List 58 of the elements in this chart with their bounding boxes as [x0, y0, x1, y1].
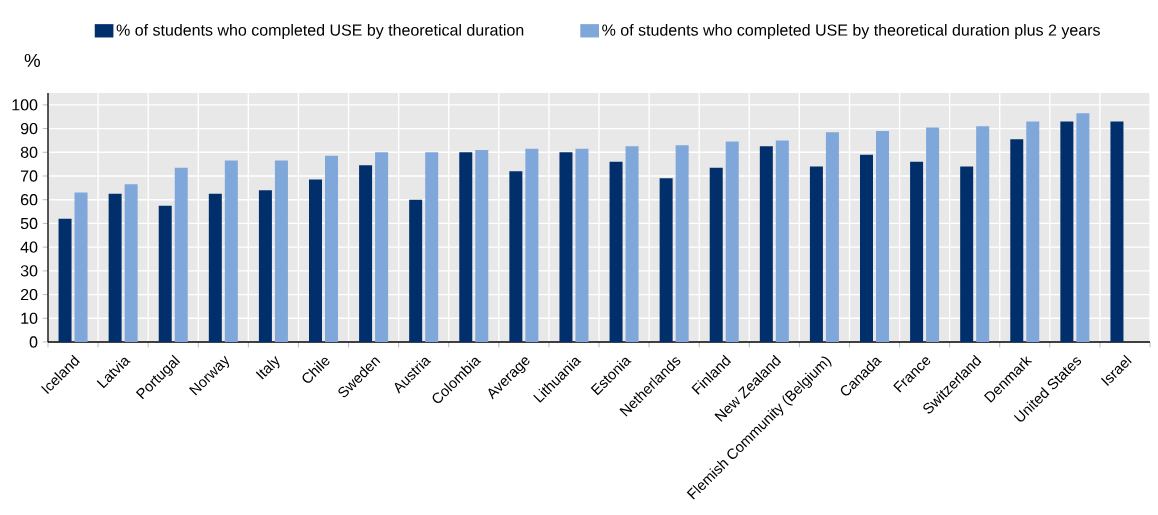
bar: [108, 193, 122, 342]
y-tick-label: 90: [20, 122, 38, 135]
legend-label: % of students who completed USE by theoretical duration plus 2 years: [602, 24, 1100, 39]
bar: [559, 152, 573, 342]
bar: [224, 160, 238, 342]
y-tick-label: 10: [21, 312, 38, 324]
bar: [725, 141, 739, 342]
x-tick-label: Italy: [255, 356, 280, 380]
bar: [158, 205, 172, 342]
bar: [375, 152, 389, 342]
bar: [58, 218, 72, 342]
bar: [1026, 121, 1040, 342]
bar: [809, 166, 823, 342]
bar: [525, 148, 539, 342]
bar: [1060, 121, 1074, 342]
y-tick-label: 70: [20, 170, 38, 182]
bar: [575, 148, 589, 342]
y-tick-label: 50: [20, 217, 38, 230]
bar: [1010, 139, 1024, 342]
bar: [910, 161, 924, 342]
bar: [976, 126, 990, 342]
bar: [309, 179, 322, 342]
y-tick-label: 60: [20, 194, 38, 206]
bar: [409, 199, 423, 342]
y-tick-label: 0: [29, 336, 38, 348]
bar: [475, 149, 489, 342]
bar: [124, 184, 138, 342]
bar: [625, 146, 639, 342]
y-axis-title: %: [24, 53, 40, 67]
y-tick-label: 80: [20, 146, 38, 158]
bar: [274, 160, 288, 342]
bar: [609, 161, 623, 342]
bar: [174, 167, 188, 342]
bar: [459, 152, 473, 342]
bar: [325, 155, 338, 342]
bar: [775, 140, 789, 342]
bar: [960, 166, 974, 342]
bar: [1110, 121, 1124, 342]
bar: [1076, 113, 1090, 342]
bar: [258, 190, 272, 342]
bar: [675, 145, 689, 342]
bar: [425, 152, 439, 342]
bar: [825, 132, 839, 342]
bar: [926, 127, 940, 342]
y-tick-label: 30: [20, 265, 38, 277]
bar: [74, 192, 88, 342]
bar: [709, 167, 723, 342]
y-tick-label: 40: [20, 241, 38, 253]
bar: [876, 130, 889, 342]
bar: [509, 171, 523, 342]
bar: [359, 165, 373, 342]
legend-label: % of students who completed USE by theoretical duration: [116, 24, 524, 39]
bar: [860, 154, 873, 342]
bar: [659, 178, 673, 342]
y-tick-label: 100: [12, 99, 38, 111]
y-tick-label: 20: [20, 288, 38, 301]
bar: [759, 146, 773, 342]
bar: [208, 193, 222, 342]
